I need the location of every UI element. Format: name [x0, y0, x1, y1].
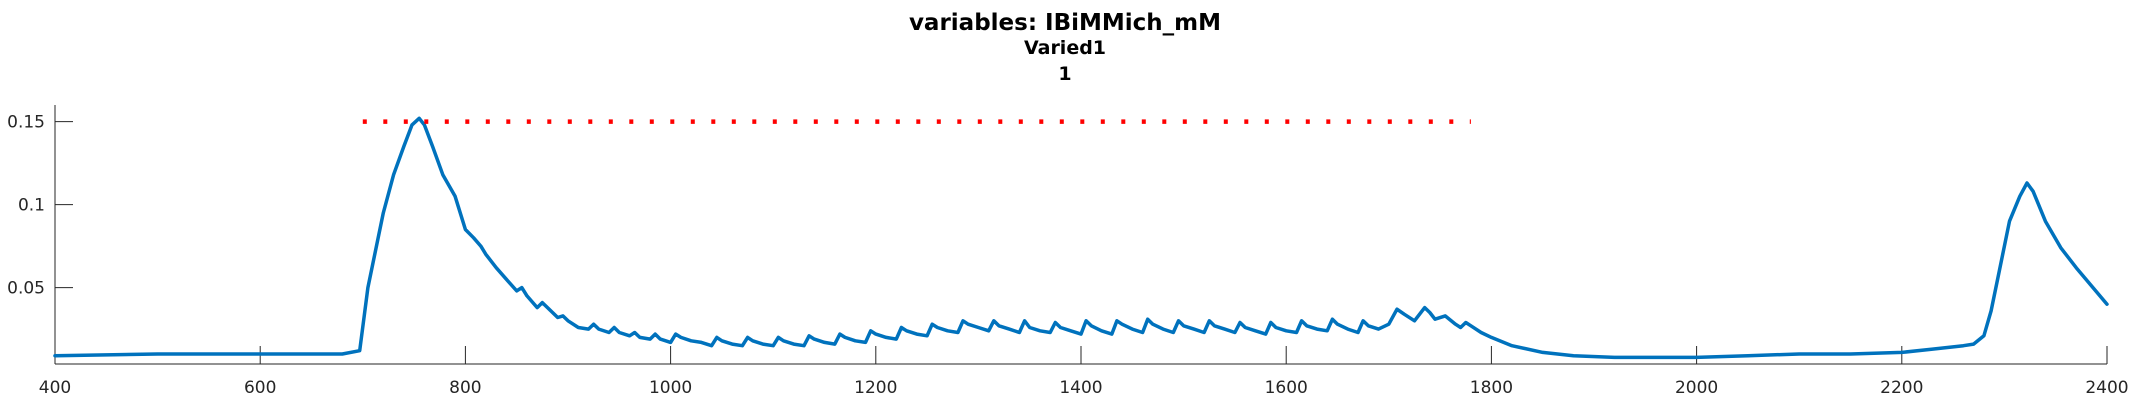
x-tick-label: 1400 — [1059, 378, 1102, 398]
y-axis-ticks: 0.05 0.1 0.15 — [7, 113, 73, 299]
x-tick-label: 1200 — [854, 378, 897, 398]
data-series-line — [53, 116, 2109, 360]
chart-title: variables: IBiMMich_mM — [909, 10, 1221, 36]
y-tick-label: 0.15 — [7, 113, 45, 133]
x-tick-label: 2000 — [1675, 378, 1718, 398]
chart-subtitle: Varied1 — [1024, 37, 1106, 59]
x-tick-label: 1600 — [1265, 378, 1308, 398]
x-tick-label: 1800 — [1470, 378, 1513, 398]
y-tick-label: 0.1 — [18, 196, 45, 216]
x-tick-label: 1000 — [649, 378, 692, 398]
y-tick-label: 0.05 — [7, 279, 45, 299]
x-tick-label: 400 — [39, 378, 71, 398]
chart-subtitle-2: 1 — [1058, 63, 1071, 85]
x-tick-label: 600 — [244, 378, 276, 398]
x-tick-label: 2400 — [2085, 378, 2128, 398]
x-axis-ticks: 400 600 800 1000 1200 1400 1600 1800 2000 2200 240… — [39, 346, 2129, 398]
x-tick-label: 2200 — [1880, 378, 1923, 398]
x-tick-label: 800 — [449, 378, 481, 398]
series-layer — [53, 116, 2109, 360]
